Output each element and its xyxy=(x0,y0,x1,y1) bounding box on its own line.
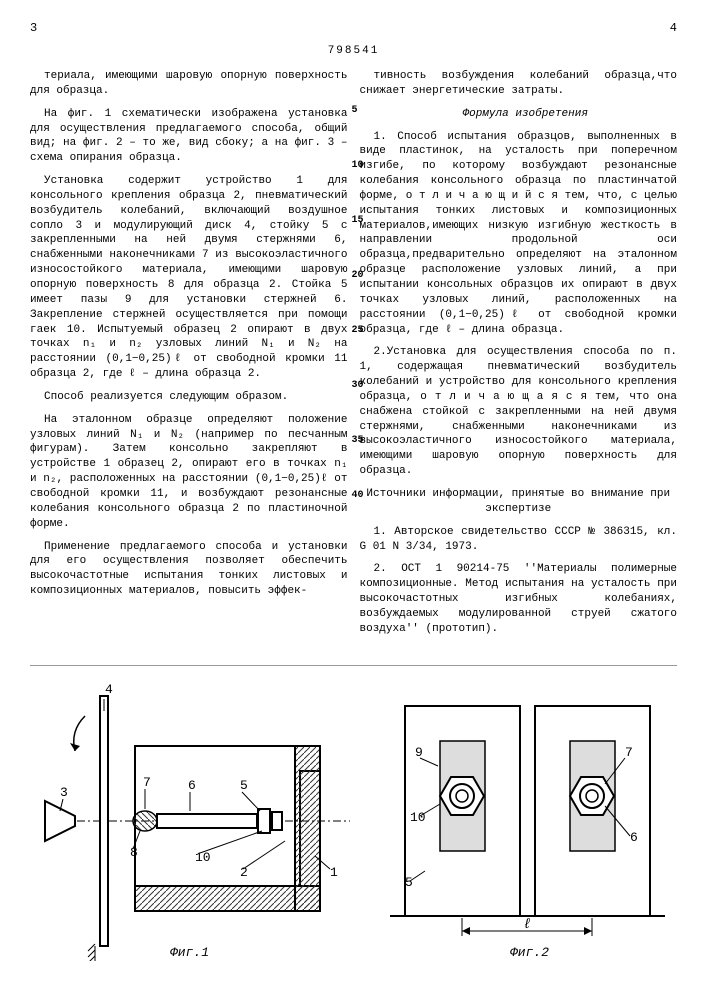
line-mark: 5 xyxy=(352,104,358,118)
sources-title: Источники информации, принятые во вниман… xyxy=(360,487,678,517)
para: Установка содержит устройство 1 для конс… xyxy=(30,174,348,382)
para: Способ реализуется следующим образом. xyxy=(30,390,348,405)
part-label: 5 xyxy=(405,875,413,890)
formula-title: Формула изобретения xyxy=(360,107,678,122)
part-label: 6 xyxy=(630,830,638,845)
fig2-label: Фиг.2 xyxy=(510,944,549,962)
line-mark: 15 xyxy=(352,214,364,228)
line-mark: 30 xyxy=(352,379,364,393)
part-label: 4 xyxy=(105,682,113,697)
para: тивность возбуждения колебаний образца,ч… xyxy=(360,69,678,99)
part-label: 1 xyxy=(330,865,338,880)
para: 1. Авторское свидетельство СССР № 386315… xyxy=(360,525,678,555)
left-column: териала, имеющими шаровую опорную поверх… xyxy=(30,69,348,645)
line-mark: 10 xyxy=(352,159,364,173)
right-column: 5 10 15 20 25 30 35 40 тивность возбужде… xyxy=(360,69,678,645)
part-label: 6 xyxy=(188,778,196,793)
part-label: 7 xyxy=(143,775,151,790)
figures-area: 4 3 7 6 5 8 10 2 1 Фиг.1 xyxy=(30,665,677,975)
line-mark: 20 xyxy=(352,269,364,283)
patent-number: 798541 xyxy=(30,44,677,59)
para: 2. ОСТ 1 90214-75 ''Материалы полимерные… xyxy=(360,562,678,636)
figure-2: 9 10 5 7 6 ℓ xyxy=(380,686,670,946)
line-mark: 25 xyxy=(352,324,364,338)
part-label: 5 xyxy=(240,778,248,793)
para: 1. Способ испытания образцов, выполненны… xyxy=(360,130,678,338)
para: На эталонном образце определяют положени… xyxy=(30,413,348,532)
page-number-right: 4 xyxy=(670,20,677,36)
para: териала, имеющими шаровую опорную поверх… xyxy=(30,69,348,99)
fig1-label: Фиг.1 xyxy=(170,944,209,962)
page-number-left: 3 xyxy=(30,20,37,36)
line-mark: 35 xyxy=(352,434,364,448)
part-label: 10 xyxy=(410,810,426,825)
para: На фиг. 1 схематически изображена устано… xyxy=(30,107,348,166)
part-label: 3 xyxy=(60,785,68,800)
text-columns: териала, имеющими шаровую опорную поверх… xyxy=(30,69,677,645)
para: 2.Установка для осуществления способа по… xyxy=(360,345,678,479)
dim-label: ℓ xyxy=(523,917,531,933)
part-label: 7 xyxy=(625,745,633,760)
para: Применение предлагаемого способа и устан… xyxy=(30,540,348,599)
line-mark: 40 xyxy=(352,489,364,503)
figure-1: 4 3 7 6 5 8 10 2 1 xyxy=(40,681,360,961)
part-label: 2 xyxy=(240,865,248,880)
part-label: 9 xyxy=(415,745,423,760)
